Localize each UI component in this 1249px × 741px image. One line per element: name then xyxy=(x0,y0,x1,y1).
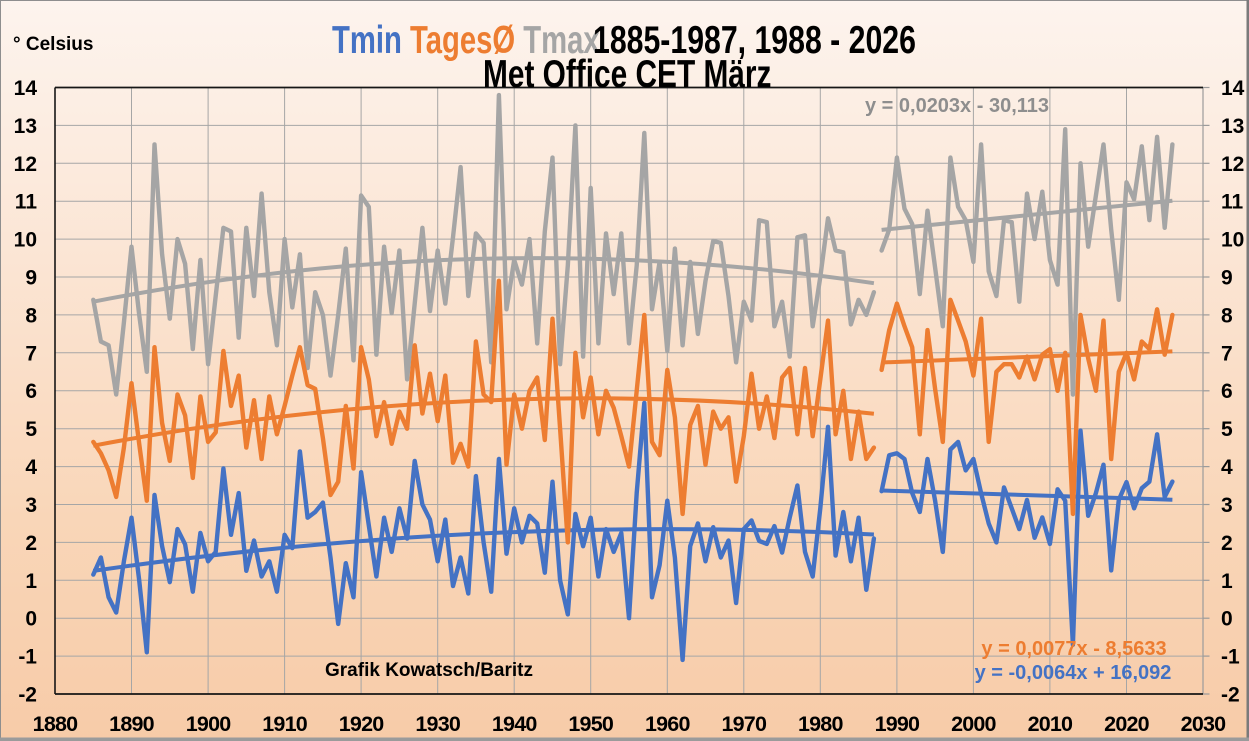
svg-text:1990: 1990 xyxy=(875,712,920,736)
svg-text:1: 1 xyxy=(25,570,37,593)
svg-text:5: 5 xyxy=(25,418,37,441)
svg-text:-1: -1 xyxy=(1221,646,1240,669)
svg-text:° Celsius: ° Celsius xyxy=(13,34,93,55)
svg-text:2020: 2020 xyxy=(1104,712,1149,736)
svg-text:y = -0,0064x + 16,092: y = -0,0064x + 16,092 xyxy=(975,662,1172,684)
svg-text:1920: 1920 xyxy=(339,712,384,736)
svg-text:6: 6 xyxy=(25,380,37,403)
svg-text:14: 14 xyxy=(14,77,38,100)
svg-text:2: 2 xyxy=(25,532,37,555)
svg-text:1960: 1960 xyxy=(645,712,690,736)
svg-text:11: 11 xyxy=(1221,191,1244,214)
svg-text:1900: 1900 xyxy=(186,712,231,736)
svg-text:0: 0 xyxy=(25,608,37,631)
svg-text:-1: -1 xyxy=(18,646,37,669)
svg-text:1: 1 xyxy=(1221,570,1233,593)
svg-text:2010: 2010 xyxy=(1028,712,1073,736)
svg-text:12: 12 xyxy=(14,153,37,176)
svg-text:6: 6 xyxy=(1221,380,1233,403)
svg-text:12: 12 xyxy=(1221,153,1244,176)
svg-text:y = 0,0077x - 8,5633: y = 0,0077x - 8,5633 xyxy=(981,638,1166,660)
svg-text:5: 5 xyxy=(1221,418,1233,441)
svg-text:10: 10 xyxy=(14,229,37,252)
svg-text:-2: -2 xyxy=(1221,684,1240,707)
svg-text:1885-1987, 1988 - 2026: 1885-1987, 1988 - 2026 xyxy=(593,18,916,62)
svg-text:8: 8 xyxy=(1221,304,1233,327)
svg-text:y = 0,0203x - 30,113: y = 0,0203x - 30,113 xyxy=(865,95,1049,117)
svg-text:13: 13 xyxy=(14,115,37,138)
svg-text:7: 7 xyxy=(1221,342,1233,365)
svg-text:2: 2 xyxy=(1221,532,1233,555)
svg-text:11: 11 xyxy=(15,191,38,214)
svg-text:9: 9 xyxy=(25,267,37,290)
svg-text:2000: 2000 xyxy=(951,712,996,736)
svg-text:7: 7 xyxy=(25,342,37,365)
svg-text:14: 14 xyxy=(1221,77,1245,100)
svg-text:13: 13 xyxy=(1221,115,1244,138)
svg-text:1890: 1890 xyxy=(109,712,154,736)
svg-text:3: 3 xyxy=(1221,494,1233,517)
svg-text:3: 3 xyxy=(25,494,37,517)
svg-text:1880: 1880 xyxy=(33,712,78,736)
svg-text:1980: 1980 xyxy=(798,712,843,736)
svg-text:1930: 1930 xyxy=(415,712,460,736)
svg-text:8: 8 xyxy=(25,304,37,327)
svg-text:1910: 1910 xyxy=(262,712,307,736)
svg-text:2030: 2030 xyxy=(1181,712,1226,736)
svg-text:4: 4 xyxy=(25,456,37,479)
svg-text:Tmin TagesØ Tmax: Tmin TagesØ Tmax xyxy=(332,19,600,62)
svg-text:1940: 1940 xyxy=(492,712,537,736)
svg-text:9: 9 xyxy=(1221,267,1233,290)
svg-text:1970: 1970 xyxy=(721,712,766,736)
svg-text:1950: 1950 xyxy=(568,712,613,736)
svg-text:10: 10 xyxy=(1221,229,1244,252)
svg-text:-2: -2 xyxy=(18,684,37,707)
svg-text:Met Office CET März: Met Office CET März xyxy=(483,53,771,96)
svg-text:0: 0 xyxy=(1221,608,1233,631)
svg-text:4: 4 xyxy=(1221,456,1233,479)
svg-text:Grafik Kowatsch/Baritz: Grafik Kowatsch/Baritz xyxy=(325,660,533,681)
